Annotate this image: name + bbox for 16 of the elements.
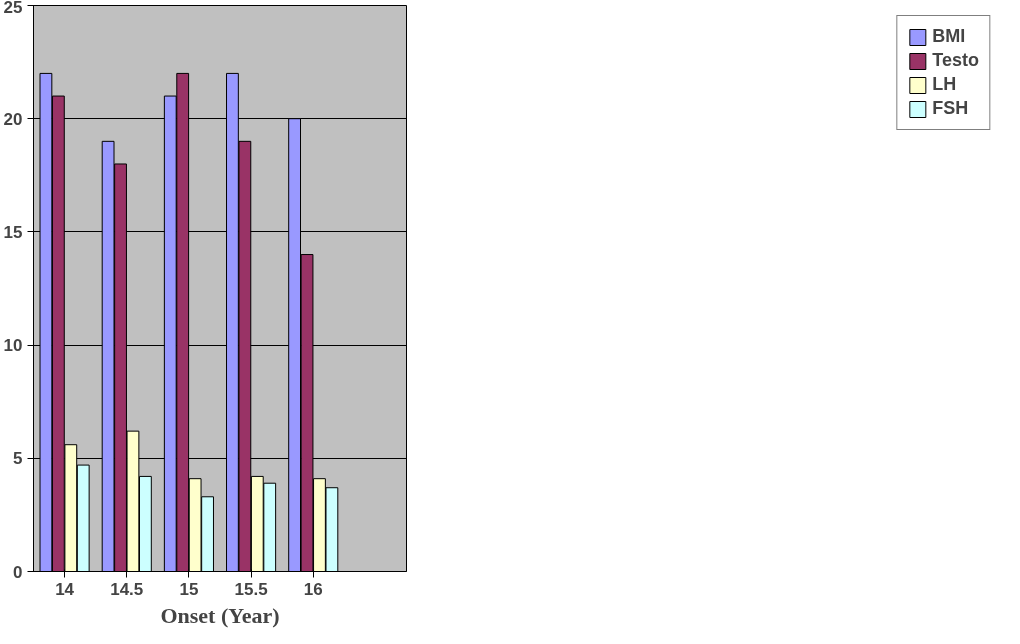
legend-label: Testo — [932, 50, 979, 71]
legend-label: BMI — [932, 26, 966, 47]
y-tick-label: 25 — [3, 0, 23, 17]
x-axis-title: Onset (Year) — [160, 602, 280, 628]
x-tick-label: 15.5 — [234, 579, 268, 599]
y-tick-label: 15 — [3, 222, 23, 242]
legend-label: LH — [932, 74, 957, 95]
y-tick-label: 10 — [3, 336, 23, 356]
x-tick-label: 15 — [179, 579, 199, 599]
legend-label: FSH — [932, 98, 969, 119]
x-tick-label: 16 — [303, 579, 323, 599]
x-tick-label: 14 — [55, 579, 75, 599]
y-tick-label: 0 — [13, 562, 23, 582]
y-tick-label: 5 — [13, 449, 23, 469]
x-tick-label: 14.5 — [110, 579, 144, 599]
y-tick-label: 20 — [3, 109, 23, 129]
